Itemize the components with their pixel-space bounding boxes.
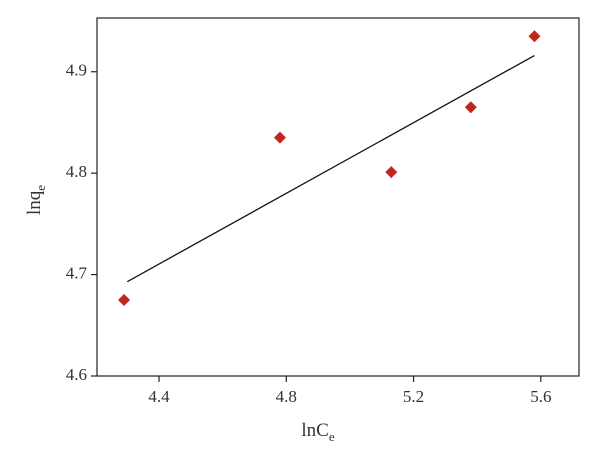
point [385, 166, 398, 179]
y-tick-label: 4.8 [66, 162, 87, 181]
x-axis-label: lnCe [301, 420, 334, 444]
y-tick-label: 4.6 [66, 365, 87, 384]
y-axis-label: lnqe [24, 185, 48, 215]
x-tick-label: 5.2 [403, 387, 424, 406]
x-tick-label: 5.6 [530, 387, 551, 406]
y-tick-label: 4.7 [66, 263, 88, 282]
fit-line [126, 54, 535, 283]
plot-frame [96, 17, 580, 377]
x-tick-label: 4.8 [276, 387, 297, 406]
point [528, 30, 541, 43]
point [118, 293, 131, 306]
point [273, 131, 286, 144]
point [464, 101, 477, 114]
x-tick-label: 4.4 [148, 387, 170, 406]
y-tick-label: 4.9 [66, 61, 87, 80]
